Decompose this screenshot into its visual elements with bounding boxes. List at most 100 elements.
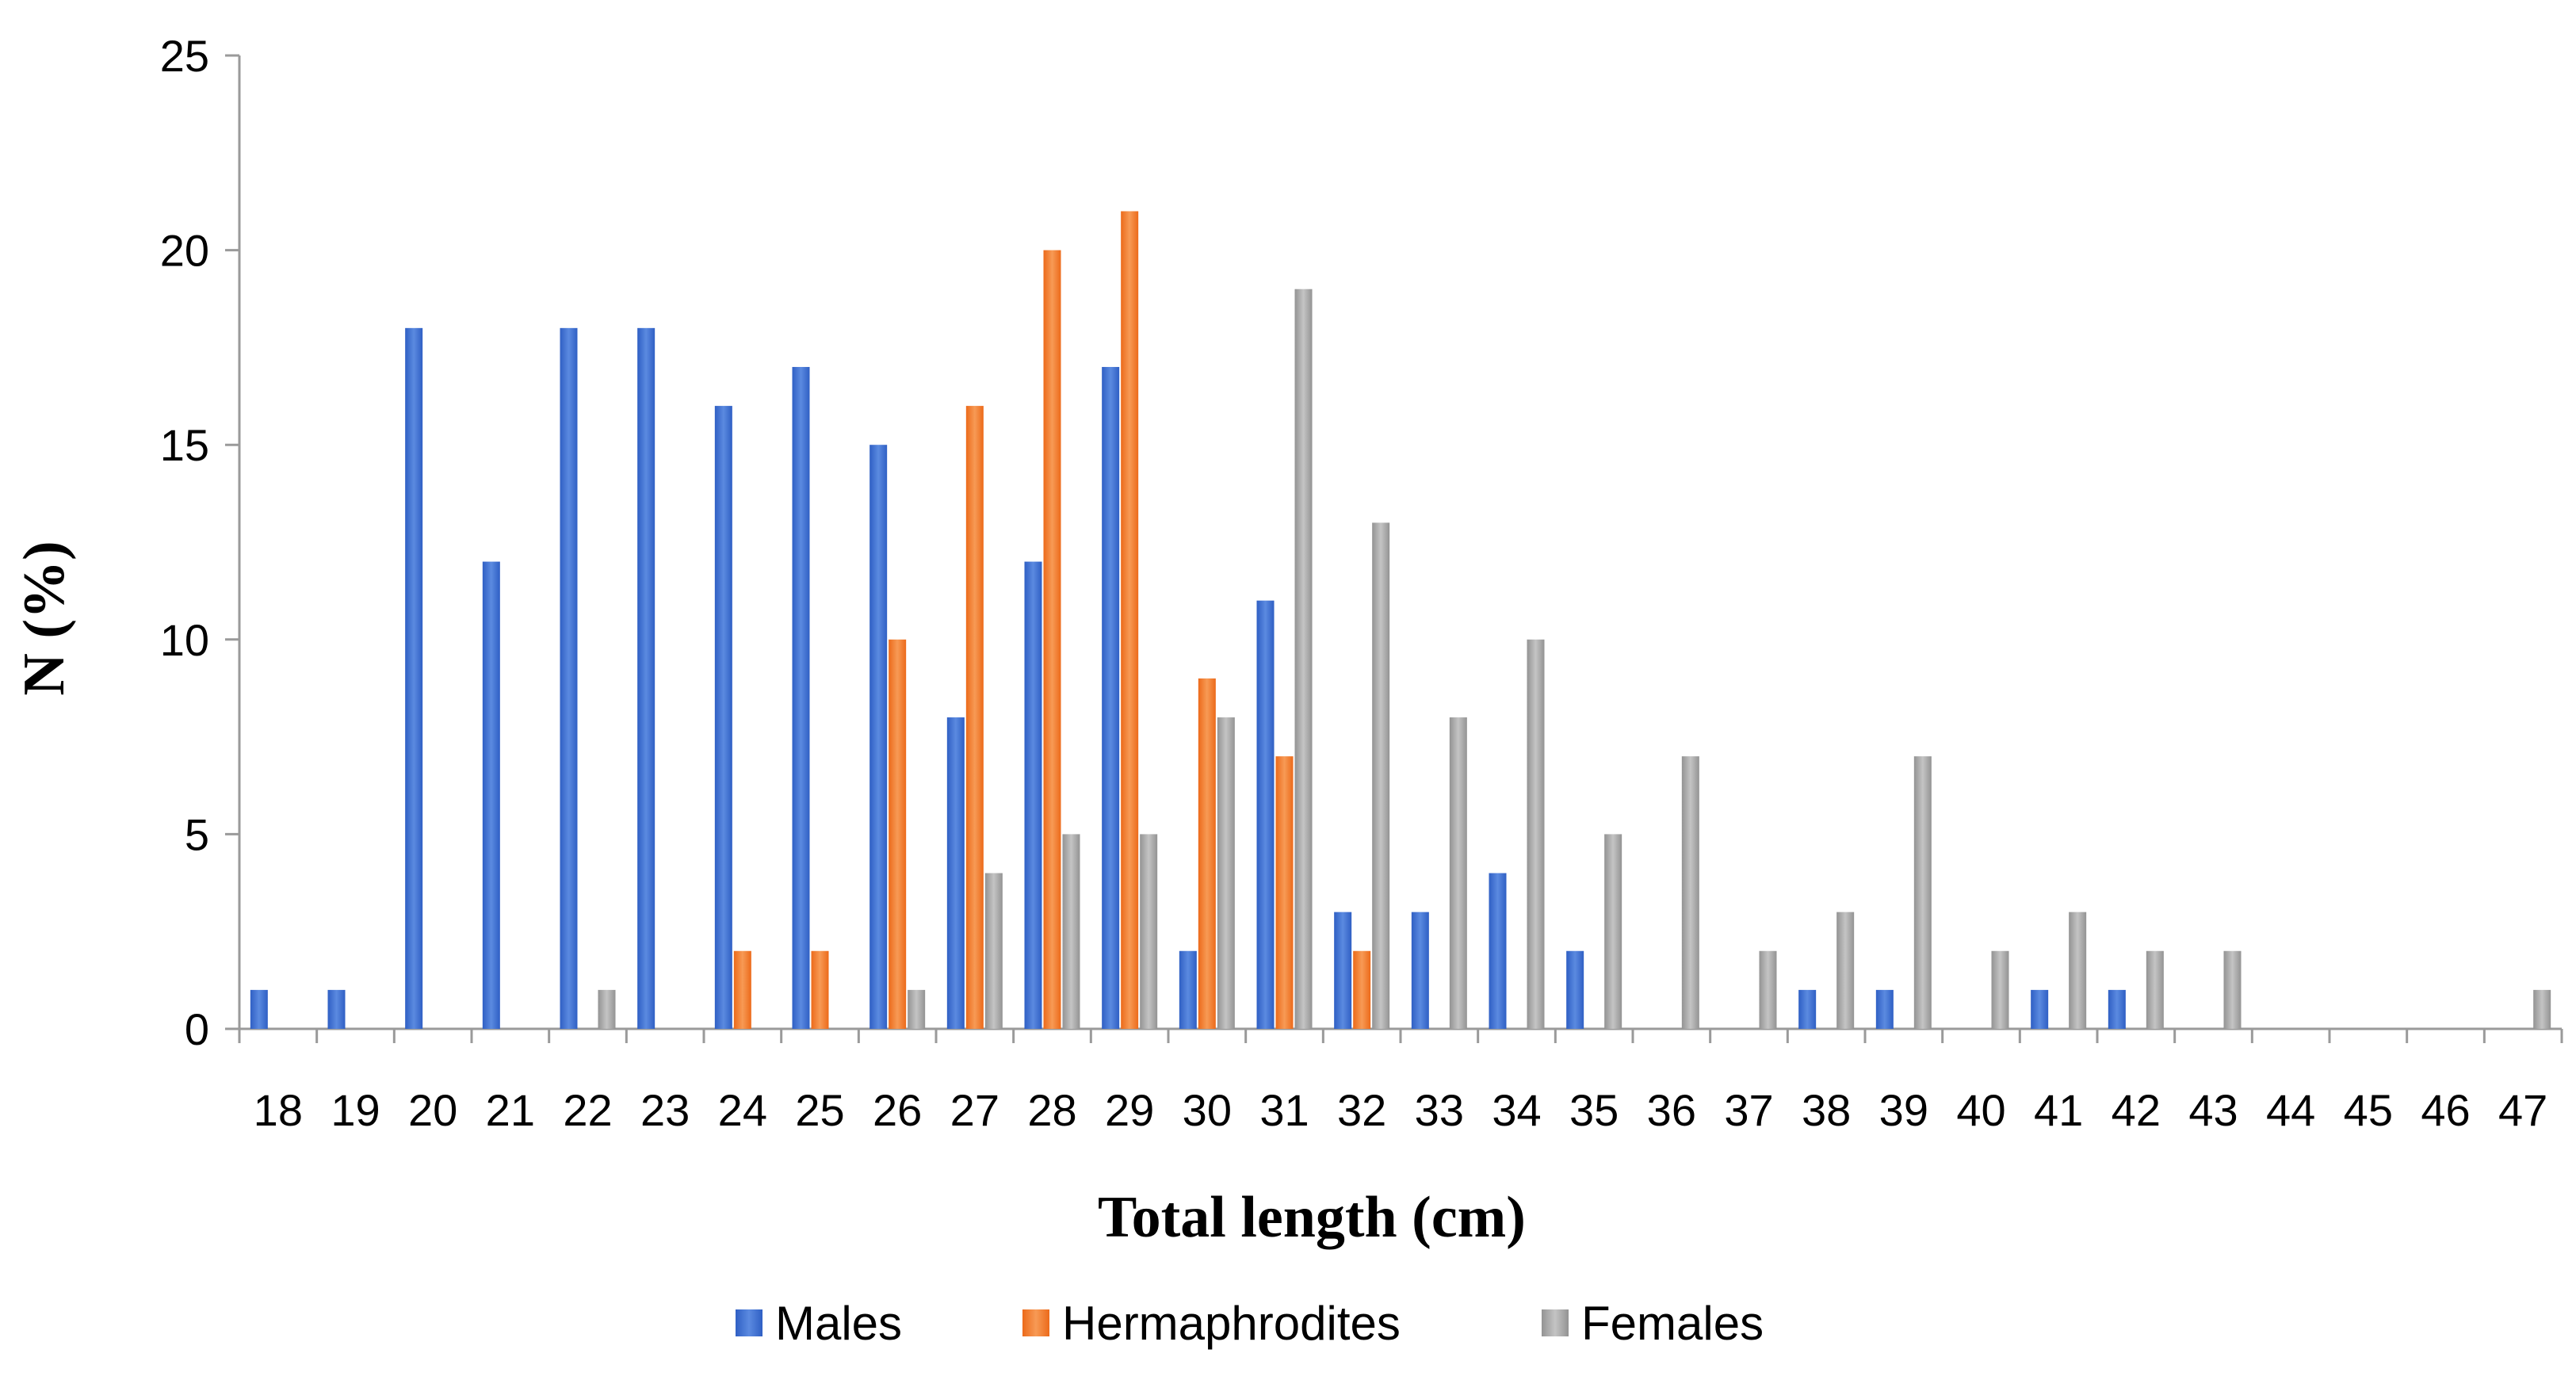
y-tick-label: 5 [185, 809, 209, 859]
y-tick-label: 20 [160, 226, 209, 276]
bar-females-43 [2223, 950, 2242, 1029]
bar-hermaphrodites-28 [1043, 250, 1061, 1030]
bar-males-35 [1566, 950, 1584, 1029]
bar-females-35 [1604, 834, 1622, 1029]
bar-hermaphrodites-32 [1353, 950, 1371, 1029]
y-tick-label: 15 [160, 420, 209, 470]
bar-males-18 [250, 989, 268, 1029]
x-tick-label: 47 [2498, 1085, 2547, 1135]
x-tick-label: 35 [1569, 1085, 1619, 1135]
bar-males-28 [1024, 561, 1042, 1029]
x-tick-label: 46 [2421, 1085, 2470, 1135]
bar-males-22 [560, 327, 578, 1030]
bar-hermaphrodites-31 [1275, 756, 1294, 1029]
legend-label-hermaphrodites: Hermaphrodites [1062, 1297, 1401, 1350]
bar-hermaphrodites-30 [1198, 678, 1216, 1029]
bar-females-38 [1836, 912, 1855, 1029]
bar-males-41 [2031, 989, 2049, 1029]
bar-males-34 [1489, 873, 1507, 1029]
bar-males-25 [792, 366, 810, 1030]
bar-males-33 [1411, 912, 1429, 1029]
x-tick-label: 26 [873, 1085, 922, 1135]
bar-males-26 [869, 445, 888, 1029]
bar-females-39 [1913, 756, 1932, 1029]
bar-females-34 [1527, 639, 1545, 1029]
y-axis: 0 5 10 15 20 25 [160, 31, 241, 1054]
bar-females-26 [908, 989, 926, 1029]
y-tick-label: 10 [160, 615, 209, 665]
x-axis: 18 19 20 21 22 23 24 25 26 27 28 29 30 31 32 33 34 35 36 37… [238, 1027, 2563, 1135]
bar-females-28 [1062, 834, 1080, 1029]
x-tick-label: 34 [1492, 1085, 1541, 1135]
bar-females-42 [2146, 950, 2164, 1029]
legend-swatch-males [736, 1309, 762, 1336]
legend-label-males: Males [775, 1297, 902, 1350]
bar-females-32 [1372, 522, 1390, 1029]
x-tick-label: 23 [640, 1085, 690, 1135]
x-tick-label: 22 [563, 1085, 612, 1135]
bar-hermaphrodites-24 [733, 950, 751, 1029]
x-tick-label: 37 [1724, 1085, 1773, 1135]
legend-label-females: Females [1581, 1297, 1764, 1350]
x-tick-label: 18 [254, 1085, 303, 1135]
bar-males-23 [637, 327, 655, 1030]
bar-females-29 [1140, 834, 1158, 1029]
x-tick-label: 40 [1956, 1085, 2005, 1135]
bar-hermaphrodites-26 [889, 639, 907, 1029]
bar-males-21 [482, 561, 500, 1029]
bar-males-39 [1875, 989, 1894, 1029]
bar-females-22 [598, 989, 616, 1029]
x-tick-label: 20 [408, 1085, 457, 1135]
bar-males-38 [1798, 989, 1817, 1029]
x-tick-label: 21 [486, 1085, 535, 1135]
bar-females-36 [1681, 756, 1699, 1029]
x-tick-label: 41 [2034, 1085, 2083, 1135]
bar-females-41 [2069, 912, 2087, 1029]
bar-males-29 [1102, 366, 1120, 1030]
x-tick-label: 36 [1647, 1085, 1696, 1135]
x-tick-label: 31 [1259, 1085, 1309, 1135]
x-tick-label: 30 [1183, 1085, 1232, 1135]
x-tick-label: 33 [1415, 1085, 1464, 1135]
legend-swatch-females [1542, 1309, 1569, 1336]
bar-males-31 [1256, 600, 1275, 1029]
x-tick-label: 32 [1337, 1085, 1386, 1135]
bar-hermaphrodites-29 [1121, 211, 1139, 1030]
y-axis-title: N (%) [12, 541, 77, 695]
bars [250, 211, 2551, 1030]
bar-hermaphrodites-27 [965, 406, 984, 1029]
bar-males-42 [2108, 989, 2126, 1029]
x-tick-label: 39 [1879, 1085, 1928, 1135]
x-tick-label: 28 [1027, 1085, 1076, 1135]
bar-females-33 [1449, 717, 1467, 1029]
bar-males-30 [1179, 950, 1197, 1029]
x-tick-label: 29 [1105, 1085, 1154, 1135]
bar-females-47 [2533, 989, 2551, 1029]
bar-females-31 [1294, 289, 1313, 1030]
bar-hermaphrodites-25 [811, 950, 829, 1029]
x-tick-label: 24 [718, 1085, 767, 1135]
x-tick-label: 42 [2112, 1085, 2161, 1135]
x-tick-label: 19 [331, 1085, 380, 1135]
x-tick-label: 38 [1802, 1085, 1851, 1135]
x-tick-label: 43 [2188, 1085, 2238, 1135]
legend-swatch-hermaphrodites [1022, 1309, 1049, 1336]
y-tick-label: 0 [185, 1004, 209, 1054]
bar-females-37 [1759, 950, 1777, 1029]
x-axis-title: Total length (cm) [1098, 1185, 1526, 1250]
bar-males-24 [714, 406, 732, 1029]
x-tick-label: 45 [2344, 1085, 2393, 1135]
x-tick-label: 44 [2266, 1085, 2315, 1135]
bar-females-27 [984, 873, 1003, 1029]
x-tick-label: 27 [950, 1085, 999, 1135]
bar-males-19 [327, 989, 346, 1029]
legend: Males Hermaphrodites Females [736, 1297, 1764, 1350]
bar-females-40 [1991, 950, 2009, 1029]
x-tick-label: 25 [795, 1085, 844, 1135]
bar-females-30 [1217, 717, 1235, 1029]
bar-males-20 [405, 327, 423, 1030]
y-tick-label: 25 [160, 31, 209, 81]
bar-males-32 [1334, 912, 1352, 1029]
bar-males-27 [946, 717, 965, 1029]
